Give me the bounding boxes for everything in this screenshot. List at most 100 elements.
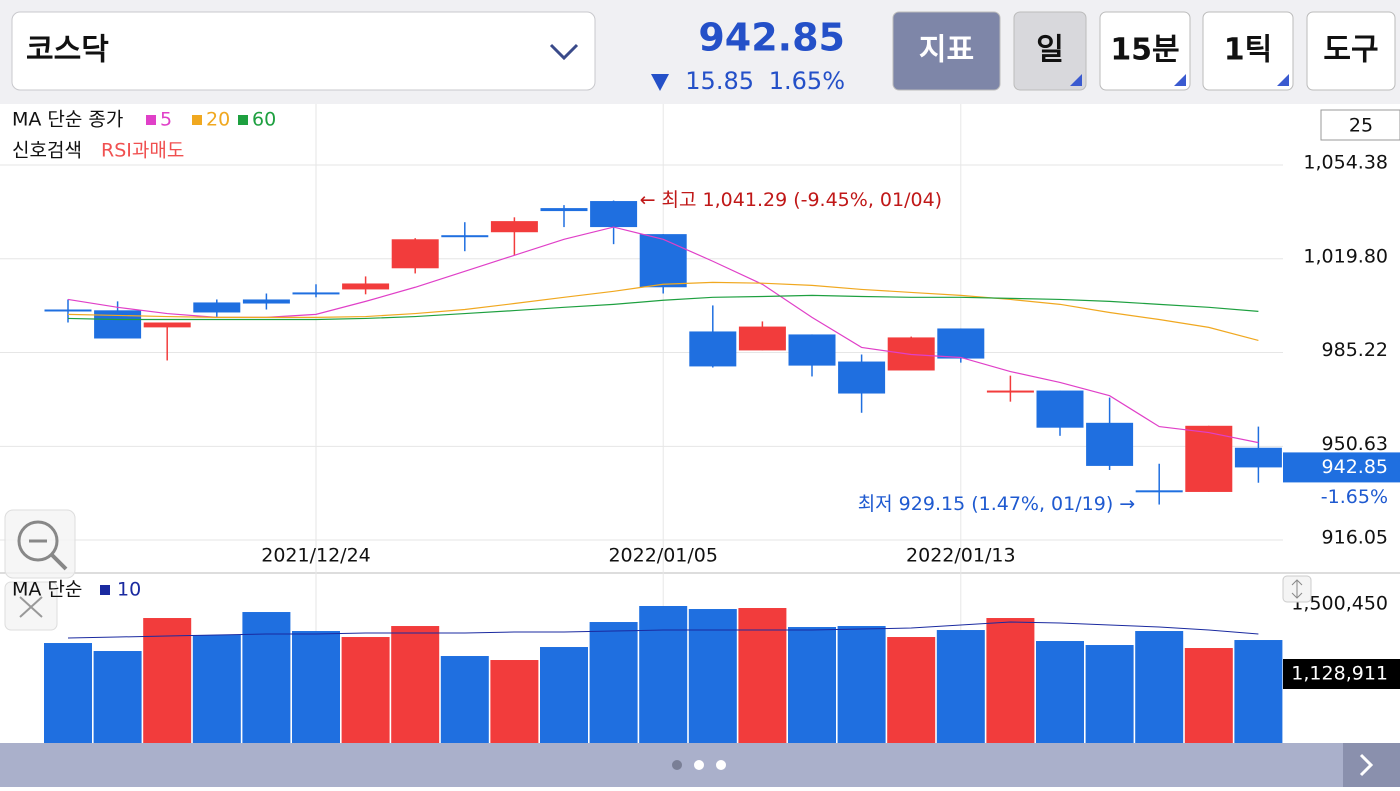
count-box[interactable] [1320, 109, 1400, 141]
chevron [549, 43, 579, 61]
max-annotation: ← 최고 1,041.29 (-9.45%, 01/04) [640, 189, 942, 211]
candle-body [143, 322, 191, 328]
button-label: 도구 [1323, 33, 1378, 68]
toolbar-button[interactable] [892, 11, 1001, 91]
signal-value: RSI과매도 [101, 140, 184, 162]
volume-bar [788, 627, 836, 743]
x-tick-label: 2022/01/13 [906, 545, 1016, 567]
close-icon [19, 596, 43, 618]
ma-line [67, 281, 1259, 341]
volume-bar [589, 622, 638, 743]
button-label: 15분 [1110, 33, 1179, 68]
volume-bar [490, 660, 539, 743]
volume-tag-label: 1,128,911 [1291, 663, 1388, 685]
volume-bar [540, 647, 588, 743]
change-pct: 1.65% [769, 67, 845, 95]
candle-body [441, 235, 489, 238]
price-tag-label: 942.85 [1322, 456, 1388, 478]
page-dot[interactable] [716, 760, 726, 770]
x-tick-label: 2021/12/24 [261, 545, 371, 567]
price: 942.85 [698, 16, 845, 60]
next-icon [1359, 753, 1374, 777]
toolbar-button[interactable] [1202, 11, 1294, 91]
toolbar-button[interactable] [1099, 11, 1191, 91]
price-tag-pct: -1.65% [1321, 486, 1388, 508]
volume-bar [1085, 645, 1134, 743]
y-tick-label: 985.22 [1322, 339, 1388, 361]
y-tick-label: 950.63 [1322, 433, 1388, 455]
market-select[interactable] [11, 11, 596, 91]
candle-body [689, 331, 737, 367]
toolbar-button[interactable] [1013, 11, 1087, 91]
legend-label: 5 [160, 109, 172, 131]
volume-bar [391, 626, 440, 743]
legend-label: 60 [252, 109, 276, 131]
ma-line [67, 294, 1259, 321]
page-dot[interactable] [672, 760, 682, 770]
candle-body [292, 292, 340, 295]
resize-icon [1291, 579, 1303, 599]
candle-body [44, 309, 92, 312]
legend-title: MA 단순 종가 [12, 109, 123, 131]
volume-bar [986, 618, 1035, 743]
candle-body [1086, 422, 1134, 466]
candle-body [342, 283, 390, 290]
candle-body [193, 302, 241, 313]
volume-bar [1036, 641, 1084, 743]
toolbar-button[interactable] [1306, 11, 1396, 91]
candle-body [788, 334, 836, 366]
dropdown-corner [1070, 74, 1082, 86]
y-tick-label: 1,019.80 [1303, 245, 1388, 267]
signal-label: 신호검색 [12, 140, 82, 162]
candle-body [540, 208, 588, 212]
button-label: 지표 [919, 33, 974, 68]
legend-swatch [146, 115, 156, 125]
volume-bar [192, 635, 241, 743]
volume-bar [837, 626, 886, 743]
y-tick-label: 916.05 [1322, 527, 1388, 549]
volume-bar [143, 618, 192, 743]
volume-bar [1135, 631, 1184, 743]
legend-label: 10 [117, 579, 141, 601]
y-tick-label: 1,054.38 [1303, 152, 1388, 174]
volume-bar [1184, 648, 1233, 743]
zoom-icon [17, 520, 59, 562]
price-tag [1283, 452, 1400, 483]
candle-body [1135, 490, 1183, 493]
legend-swatch [192, 115, 202, 125]
candle-body [1036, 390, 1084, 428]
dropdown-corner [1277, 74, 1289, 86]
zoom-icon [50, 553, 68, 571]
button-label: 1틱 [1224, 33, 1272, 68]
volume-bar [93, 651, 142, 743]
x-tick-label: 2022/01/05 [608, 545, 718, 567]
candle-body [937, 328, 985, 359]
candle-body [738, 326, 786, 351]
volume-bar [738, 608, 787, 743]
volume-bar [688, 609, 737, 743]
candle-body [1185, 425, 1233, 492]
volume-bar [1234, 640, 1283, 743]
volume-bar [44, 643, 92, 743]
dropdown-corner [1174, 74, 1186, 86]
volume-bar [292, 631, 340, 743]
min-annotation: 최저 929.15 (1.47%, 01/19) → [858, 493, 1136, 515]
volume-legend-title: MA 단순 [12, 579, 82, 601]
volume-bar [341, 637, 390, 743]
market-name: 코스닥 [26, 33, 109, 68]
candle-body [639, 234, 687, 288]
page-dot[interactable] [694, 760, 704, 770]
candle-body [391, 239, 439, 269]
legend-label: 20 [206, 109, 230, 131]
volume-tag [1283, 659, 1400, 689]
volume-bar [242, 612, 291, 743]
legend-swatch [238, 115, 248, 125]
candle-body [986, 390, 1034, 393]
button-label: 일 [1036, 33, 1064, 68]
ma-line [67, 621, 1259, 639]
candle-body [590, 201, 638, 228]
change: 15.85 [685, 67, 754, 95]
candle-body [490, 221, 538, 233]
